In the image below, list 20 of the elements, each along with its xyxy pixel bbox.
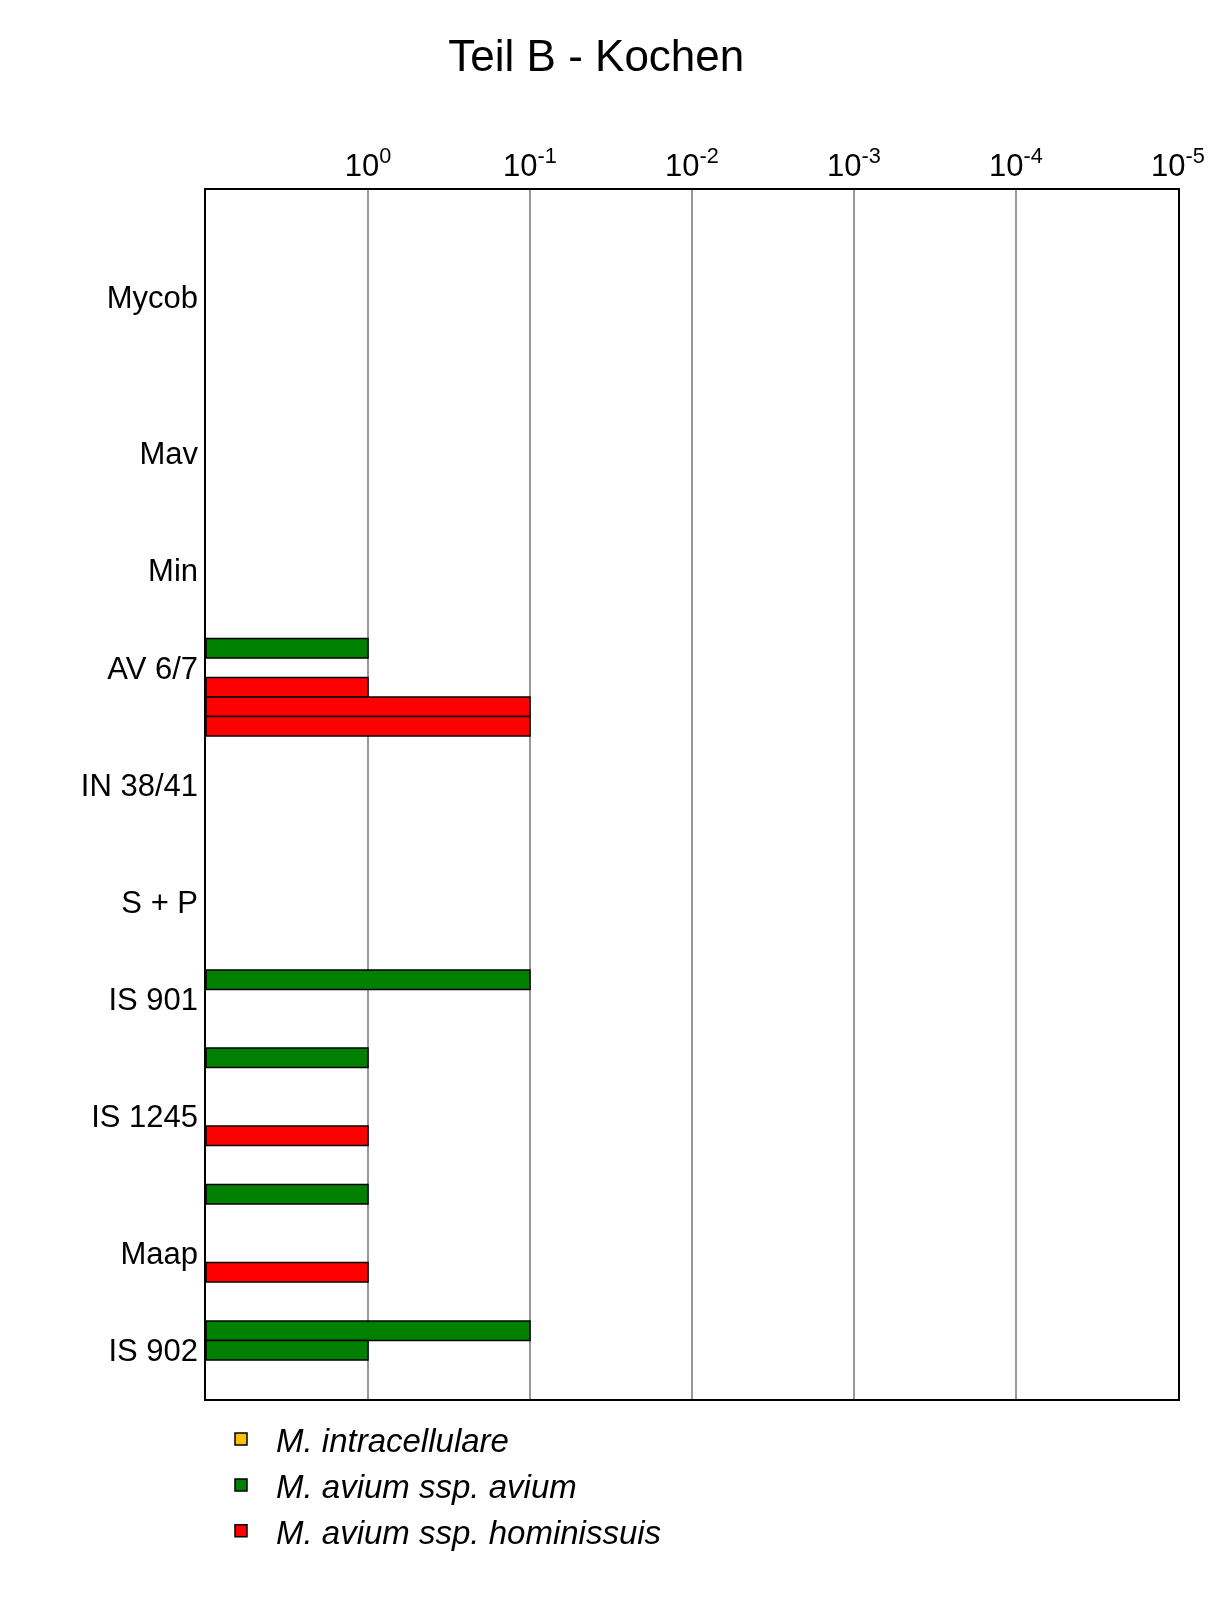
y-tick-label: S + P [121,884,199,920]
y-tick-label: AV 6/7 [107,650,199,686]
legend-label: M. avium ssp. avium [276,1467,577,1505]
x-tick-label: 10$^{-4}$ [989,142,1043,183]
x-tick-label: 10$^{-3}$ [827,142,881,183]
y-tick-label: Min [148,553,199,589]
x-tick-label: 10$^{-1}$ [503,142,557,183]
y-tick-label: IS 902 [108,1333,199,1369]
x-tick-label: 10$^{-2}$ [665,142,719,183]
x-tick-label: 10$^{-5}$ [1151,142,1205,183]
y-tick-label: IS 901 [108,982,199,1018]
y-tick-label: Mav [139,436,199,472]
y-tick-label: Maap [120,1235,199,1271]
y-tick-label: Mycob [106,280,199,316]
legend-label: M. avium ssp. hominissuis [276,1513,662,1551]
x-tick-label: 10$^{0}$ [344,142,392,183]
chart-title: Teil B - Kochen [448,31,745,81]
y-tick-label: IN 38/41 [80,767,199,803]
y-tick-label: IS 1245 [91,1099,199,1135]
legend-label: M. intracellulare [276,1421,509,1459]
